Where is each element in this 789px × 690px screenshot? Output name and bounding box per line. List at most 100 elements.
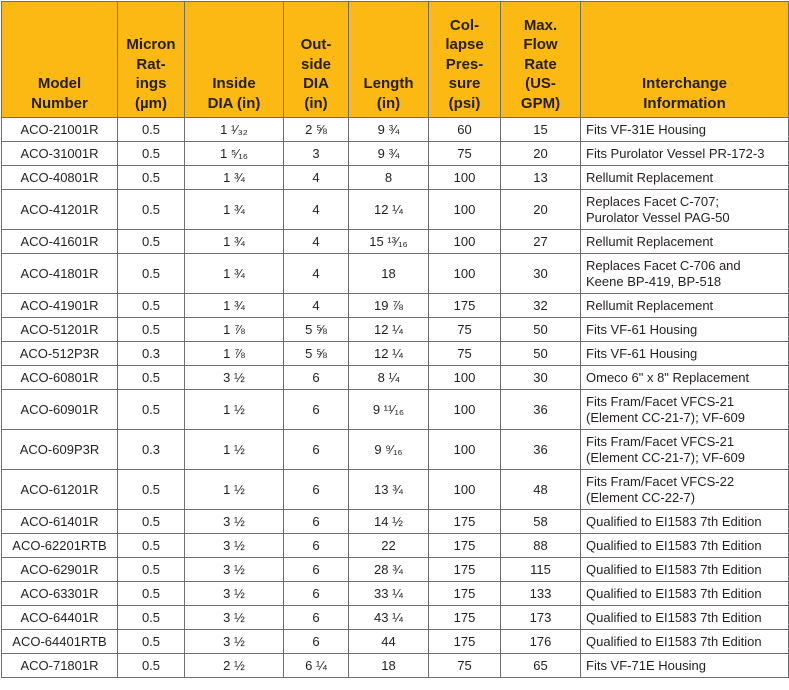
table-cell: 175 <box>428 509 501 534</box>
table-cell: 15 ¹³⁄₁₆ <box>348 229 429 254</box>
table-cell: 100 <box>428 189 501 230</box>
table-cell: 173 <box>500 605 581 630</box>
table-cell: 36 <box>500 389 581 430</box>
table-cell: ACO-40801R <box>1 165 118 190</box>
table-cell: 50 <box>500 341 581 366</box>
table-cell: 0.5 <box>117 533 185 558</box>
header-text: Length <box>363 75 414 92</box>
table-cell: 6 <box>283 365 349 390</box>
interchange-cell: Qualified to EI1583 7th Edition <box>580 581 789 606</box>
table-row: ACO-61201R 0.5 1 ½ 6 13 ¾ 100 48 Fits Fram/Face… <box>1 469 789 510</box>
table-cell: ACO-41801R <box>1 253 118 294</box>
table-cell: 1 ½ <box>184 429 284 470</box>
table-cell: 175 <box>428 629 501 654</box>
header-text: DIA <box>303 75 329 92</box>
interchange-cell: Rellumit Replacement <box>580 165 789 190</box>
table-cell: ACO-61201R <box>1 469 118 510</box>
table-row: ACO-41801R 0.5 1 ¾ 4 18 100 30 Replaces Facet C… <box>1 253 789 294</box>
table-cell: 30 <box>500 253 581 294</box>
table-cell: 0.5 <box>117 469 185 510</box>
table-cell: 3 ½ <box>184 557 284 582</box>
table-cell: 0.5 <box>117 189 185 230</box>
table-cell: 100 <box>428 253 501 294</box>
table-cell: 9 ¹¹⁄₁₆ <box>348 389 429 430</box>
header-text: Model <box>37 75 82 92</box>
table-row: ACO-31001R 0.5 1 ⁵⁄₁₆ 3 9 ¾ 75 20 Fits Purolato… <box>1 141 789 166</box>
table-cell: 18 <box>348 253 429 294</box>
table-cell: 115 <box>500 557 581 582</box>
table-cell: 1 ½ <box>184 469 284 510</box>
table-cell: 133 <box>500 581 581 606</box>
table-cell: 1 ½ <box>184 389 284 430</box>
interchange-cell: Fits Fram/Facet VFCS-21 (Element CC-21-7… <box>580 429 789 470</box>
table-cell: 50 <box>500 317 581 342</box>
table-cell: 100 <box>428 229 501 254</box>
table-cell: 30 <box>500 365 581 390</box>
header-text: sure <box>448 75 481 92</box>
header-text: Pres- <box>445 55 484 73</box>
table-cell: ACO-512P3R <box>1 341 118 366</box>
table-cell: ACO-609P3R <box>1 429 118 470</box>
interchange-cell: Replaces Facet C-706 and Keene BP-419, B… <box>580 253 789 294</box>
table-cell: 20 <box>500 189 581 230</box>
interchange-cell: Qualified to EI1583 7th Edition <box>580 605 789 630</box>
table-cell: 65 <box>500 653 581 678</box>
table-cell: 100 <box>428 389 501 430</box>
table-cell: 0.5 <box>117 653 185 678</box>
header-text: GPM) <box>520 94 561 112</box>
table-cell: 18 <box>348 653 429 678</box>
table-cell: 0.5 <box>117 229 185 254</box>
header-text: DIA (in) <box>207 94 261 112</box>
table-cell: 0.5 <box>117 605 185 630</box>
table-row: ACO-41201R 0.5 1 ¾ 4 12 ¼ 100 20 Replaces Facet… <box>1 189 789 230</box>
header-row: Model Number Micron Rat-ings (µm) Inside DIA (… <box>1 1 789 118</box>
table-cell: 4 <box>283 229 349 254</box>
header-cell: Max. Flow Rate (US- GPM) <box>500 1 581 118</box>
table-cell: 100 <box>428 429 501 470</box>
table-row: ACO-62201RTB 0.5 3 ½ 6 22 175 88 Qualified to E… <box>1 533 789 558</box>
interchange-cell: Fits Purolator Vessel PR-172-3 <box>580 141 789 166</box>
table-cell: 33 ¼ <box>348 581 429 606</box>
table-cell: 175 <box>428 605 501 630</box>
table-cell: 75 <box>428 341 501 366</box>
table-row: ACO-41901R 0.5 1 ¾ 4 19 ⅞ 175 32 Rellumit Repla… <box>1 293 789 318</box>
table-cell: 6 <box>283 581 349 606</box>
table-cell: 13 ¾ <box>348 469 429 510</box>
header-text: Inside <box>212 75 256 92</box>
table-cell: ACO-62201RTB <box>1 533 118 558</box>
table-cell: 6 <box>283 429 349 470</box>
table-cell: 14 ½ <box>348 509 429 534</box>
table-cell: 3 <box>283 141 349 166</box>
table-cell: 0.5 <box>117 165 185 190</box>
header-cell: Interchange Information <box>580 1 789 118</box>
table-row: ACO-62901R 0.5 3 ½ 6 28 ¾ 175 115 Qualified to … <box>1 557 789 582</box>
header-text: lapse <box>445 36 484 53</box>
table-cell: 15 <box>500 117 581 142</box>
table-cell: 1 ¾ <box>184 229 284 254</box>
table-cell: 5 ⅝ <box>283 341 349 366</box>
table-cell: ACO-61401R <box>1 509 118 534</box>
table-cell: 1 ¾ <box>184 293 284 318</box>
table-cell: 0.5 <box>117 389 185 430</box>
interchange-cell: Fits VF-31E Housing <box>580 117 789 142</box>
header-text: ings <box>135 75 167 92</box>
table-row: ACO-41601R 0.5 1 ¾ 4 15 ¹³⁄₁₆ 100 27 Rellumit R… <box>1 229 789 254</box>
table-cell: 0.5 <box>117 557 185 582</box>
header-text: Flow <box>523 36 558 53</box>
table-cell: 48 <box>500 469 581 510</box>
table-cell: 4 <box>283 165 349 190</box>
header-text: Rate <box>524 55 557 73</box>
table-cell: 3 ½ <box>184 629 284 654</box>
table-cell: 4 <box>283 253 349 294</box>
table-cell: 6 <box>283 629 349 654</box>
table-cell: 6 <box>283 509 349 534</box>
table-cell: 60 <box>428 117 501 142</box>
table-cell: 6 <box>283 389 349 430</box>
